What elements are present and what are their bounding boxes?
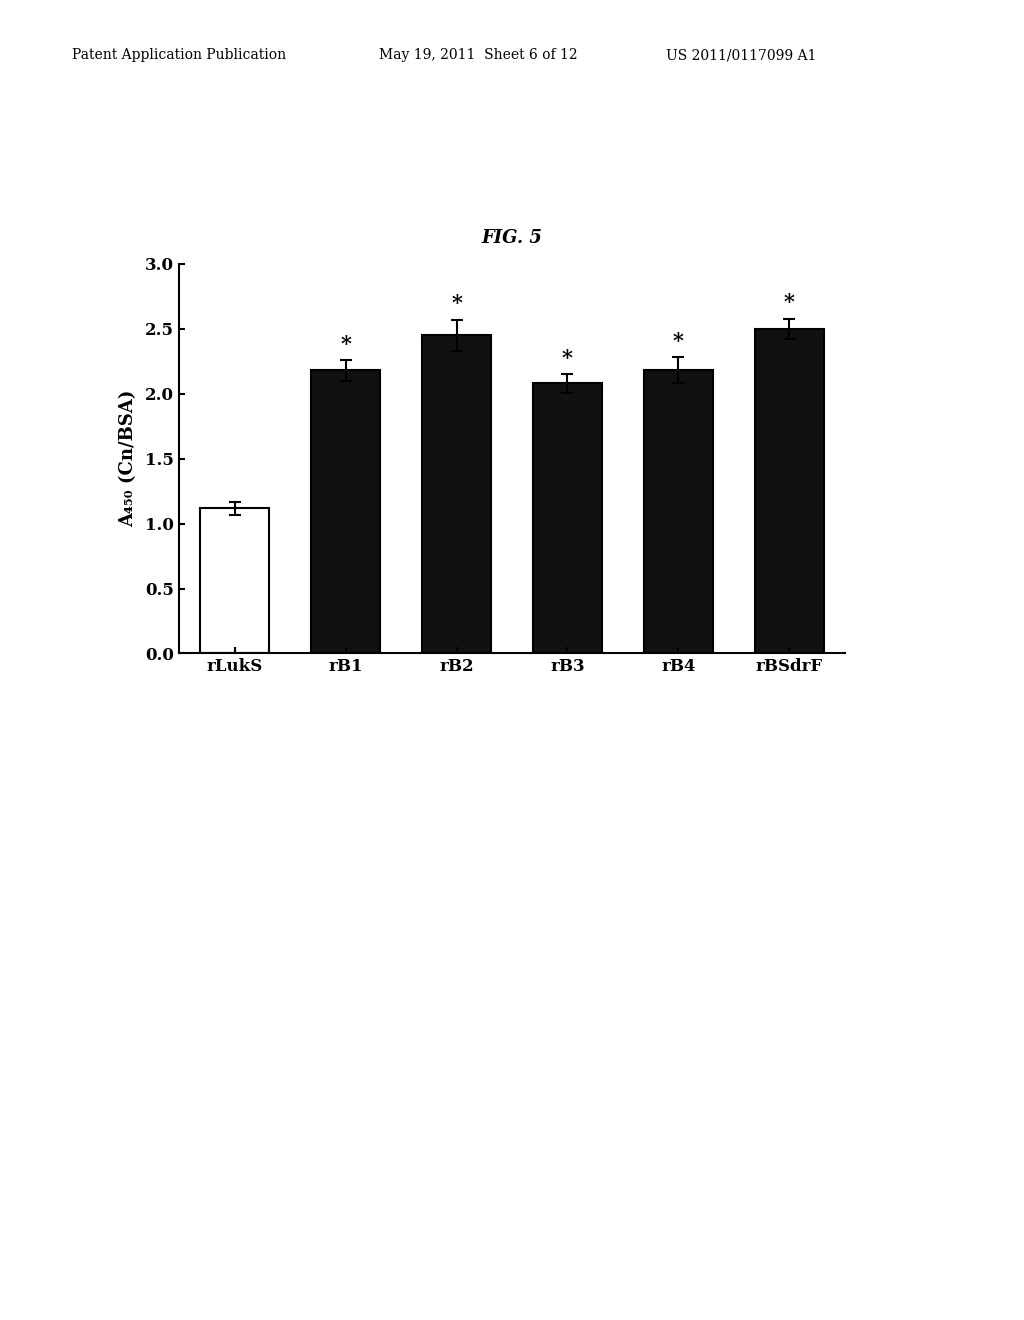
- Bar: [311, 371, 380, 653]
- Text: May 19, 2011  Sheet 6 of 12: May 19, 2011 Sheet 6 of 12: [379, 49, 578, 62]
- Bar: [201, 508, 269, 653]
- Text: US 2011/0117099 A1: US 2011/0117099 A1: [666, 49, 816, 62]
- Text: *: *: [673, 331, 684, 351]
- Text: *: *: [784, 292, 795, 312]
- Bar: [644, 371, 713, 653]
- Text: *: *: [340, 334, 351, 354]
- Text: Patent Application Publication: Patent Application Publication: [72, 49, 286, 62]
- Bar: [755, 329, 823, 653]
- Bar: [422, 335, 490, 653]
- Text: *: *: [452, 293, 462, 313]
- Text: FIG. 5: FIG. 5: [481, 228, 543, 247]
- Bar: [534, 383, 602, 653]
- Text: *: *: [562, 348, 572, 368]
- Y-axis label: A₄₅₀ (Cn/BSA): A₄₅₀ (Cn/BSA): [119, 389, 137, 528]
